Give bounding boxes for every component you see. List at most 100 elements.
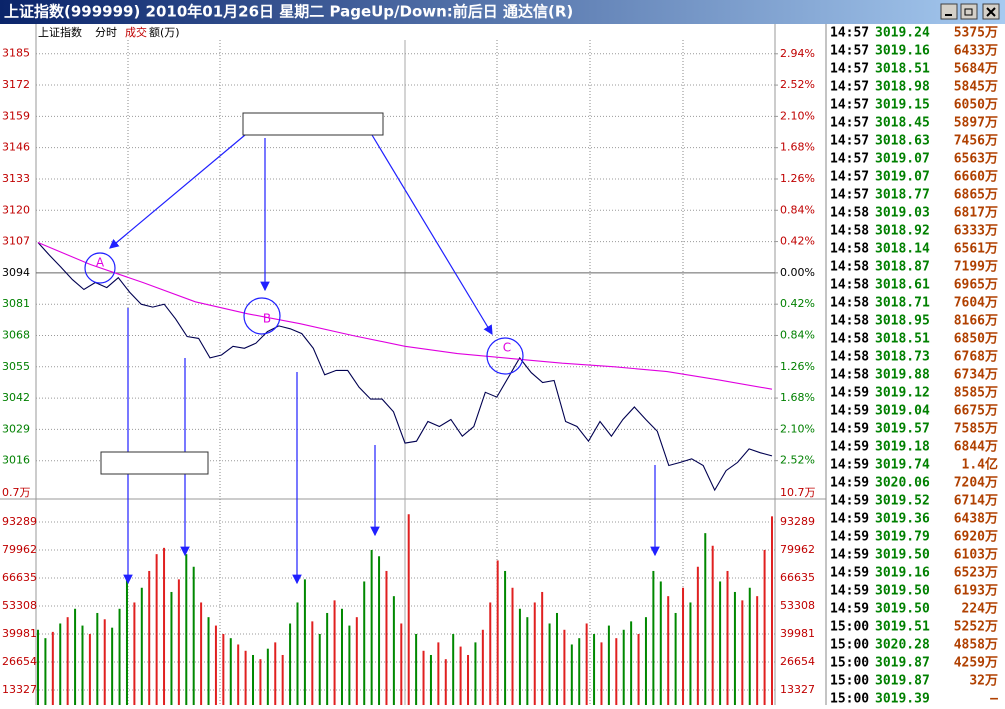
trade-volume: 6193万: [954, 584, 998, 599]
volume-bar: [355, 617, 358, 705]
y2-tick-label: 1.68%: [780, 391, 815, 404]
trade-volume: 224万: [962, 602, 998, 617]
volume-bar: [74, 608, 77, 705]
trade-volume: 4858万: [954, 638, 998, 653]
trade-price: 3019.04: [875, 404, 930, 419]
y2-tick-label: 2.10%: [780, 422, 815, 435]
trade-price: 3018.73: [875, 350, 930, 365]
window-buttons[interactable]: [940, 3, 1000, 20]
trade-volume: 6333万: [954, 224, 998, 239]
volume-bar: [103, 619, 106, 705]
y-tick-label-right: 93289: [780, 515, 815, 528]
trade-price: 3019.50: [875, 548, 930, 563]
annotation: B: [263, 312, 271, 326]
y-tick-label: 3094: [2, 266, 30, 279]
series-line: [37, 241, 773, 390]
trade-price: 3019.57: [875, 422, 930, 437]
trade-volume: 6563万: [954, 152, 998, 167]
volume-bar: [311, 621, 314, 705]
trade-time: 14:59: [830, 476, 869, 491]
y-tick-label: 3159: [2, 109, 30, 122]
trade-volume: 6714万: [954, 494, 998, 509]
volume-bar: [155, 554, 158, 705]
volume-bar: [459, 646, 462, 705]
trade-price: 3020.28: [875, 638, 930, 653]
volume-bar: [570, 644, 573, 705]
y-tick-label: 3172: [2, 78, 30, 91]
y-tick-label-right: 53308: [780, 599, 815, 612]
chart-mode: 分时: [95, 26, 117, 39]
volume-bar: [763, 549, 766, 705]
volume-bar: [741, 600, 744, 705]
y2-tick-label: 0.42%: [780, 297, 815, 310]
trade-volume: 7585万: [954, 422, 998, 437]
trade-price: 3018.51: [875, 62, 930, 77]
trade-price: 3019.07: [875, 170, 930, 185]
trade-price: 3018.71: [875, 296, 930, 311]
trade-time: 14:58: [830, 332, 869, 347]
trade-price: 3019.39: [875, 692, 930, 706]
restore-button[interactable]: [960, 3, 978, 20]
trade-volume: 6433万: [954, 44, 998, 59]
volume-bar: [37, 629, 39, 705]
trade-time: 15:00: [830, 656, 869, 671]
annotation: C: [503, 341, 511, 355]
trade-price: 3018.92: [875, 224, 930, 239]
y-tick-label: 3081: [2, 297, 30, 310]
volume-label-unit: 额(万): [149, 26, 180, 39]
trade-volume: 1.4亿: [962, 457, 998, 473]
volume-bar: [771, 516, 773, 705]
trade-price: 3019.03: [875, 206, 930, 221]
annotation-arrows: [84, 134, 660, 585]
trade-volume: 6768万: [954, 350, 998, 365]
volume-bar: [244, 650, 247, 705]
y-tick-label: 3185: [2, 47, 30, 60]
volume-bar: [652, 570, 655, 705]
trade-price: 3019.79: [875, 530, 930, 545]
y-tick-label-right: 26654: [780, 655, 815, 668]
volume-bar: [748, 587, 751, 705]
volume-bar: [392, 596, 395, 705]
trade-table: 14:57 3019.24 5375万 14:57 3019.16 6433万 14:57 3…: [830, 26, 998, 707]
volume-bar: [363, 581, 366, 705]
y2-tick-label: 1.26%: [780, 360, 815, 373]
trade-volume: 7604万: [954, 296, 998, 311]
volume-bar: [214, 625, 217, 705]
volume-bar: [726, 570, 729, 705]
y-tick-label: 79962: [2, 543, 37, 556]
trade-time: 14:58: [830, 260, 869, 275]
y2-tick-label: 1.68%: [780, 141, 815, 154]
trade-time: 14:57: [830, 80, 869, 95]
volume-bar: [489, 602, 492, 705]
trade-volume: 7204万: [954, 476, 998, 491]
trade-time: 15:00: [830, 692, 869, 706]
volume-bar: [237, 644, 240, 705]
volume-bar: [474, 642, 477, 705]
volume-label: 成交: [125, 25, 147, 39]
y-tick-label: 53308: [2, 599, 37, 612]
volume-bar: [170, 591, 173, 705]
volume-bar: [407, 514, 410, 705]
y-tick-label-right: 39981: [780, 627, 815, 640]
trade-time: 14:59: [830, 422, 869, 437]
trade-time: 14:59: [830, 440, 869, 455]
volume-bar: [252, 654, 255, 705]
y-tick-label-right: 66635: [780, 571, 815, 584]
volume-bar: [504, 570, 507, 705]
volume-bar: [259, 659, 262, 705]
trade-time: 14:57: [830, 152, 869, 167]
chart-name: 上证指数: [38, 25, 82, 39]
annotation-box: [100, 451, 209, 475]
trade-time: 14:58: [830, 278, 869, 293]
volume-bar: [563, 629, 566, 705]
y2-tick-label: 0.84%: [780, 328, 815, 341]
trade-price: 3019.87: [875, 656, 930, 671]
volume-bar: [467, 654, 470, 705]
minimize-button[interactable]: [940, 3, 958, 20]
y-tick-label: 93289: [2, 515, 37, 528]
annotation-box: [242, 112, 384, 136]
volume-bar: [511, 587, 514, 705]
trade-price: 3018.77: [875, 188, 930, 203]
